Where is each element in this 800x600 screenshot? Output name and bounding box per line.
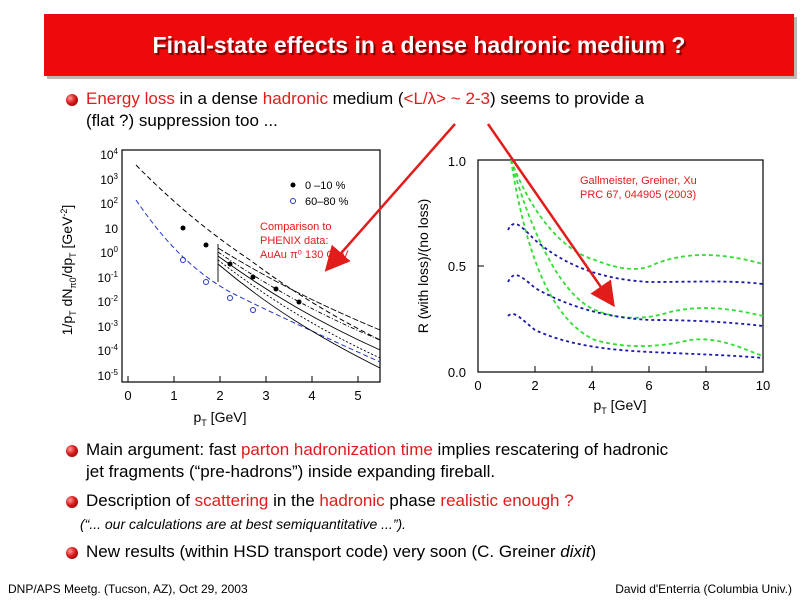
x-tick: 8	[702, 378, 709, 393]
citation-text: PRC 67, 044905 (2003)	[580, 189, 696, 201]
blue-curve-upper	[507, 223, 764, 285]
y-tick: 0.0	[448, 365, 466, 380]
x-tick: 5	[354, 388, 361, 403]
x-tick: 4	[308, 388, 315, 403]
footer-conference: DNP/APS Meetg. (Tucson, AZ), Oct 29, 200…	[8, 582, 248, 596]
x-tick: 0	[474, 378, 481, 393]
x-axis-label: pT [GeV]	[594, 397, 647, 416]
energy-loss-term: Energy loss	[86, 89, 175, 108]
bullet-icon	[66, 496, 78, 508]
arrow-to-ratio	[486, 123, 615, 308]
x-tick: 4	[588, 378, 595, 393]
comparison-note: PHENIX data:	[260, 235, 328, 247]
legend-entry: 60–80 %	[305, 196, 349, 208]
mean-free-path-ratio: <L/λ> ~ 2-3	[403, 89, 491, 108]
y-axis-label: 1/pT dNπ0/dpT [GeV-2]	[59, 205, 78, 336]
central-fit-curve	[135, 164, 381, 341]
legend-marker-central	[290, 182, 296, 188]
hadronic-term: hadronic	[262, 89, 328, 108]
x-tick: 2	[531, 378, 538, 393]
x-tick: 1	[170, 388, 177, 403]
y-tick: 1.0	[448, 154, 466, 169]
hadronization-term: parton hadronization time	[240, 440, 433, 459]
y-tick: 0.5	[448, 259, 466, 274]
footer-author: David d'Enterria (Columbia Univ.)	[615, 582, 792, 596]
arrow-to-spectra	[324, 123, 456, 272]
ratio-plot-frame	[477, 159, 764, 373]
y-axis-label: R (with loss)/(no loss)	[415, 199, 431, 334]
peripheral-fit-curve	[135, 199, 381, 363]
green-curve-lower	[510, 159, 764, 357]
x-tick: 10	[756, 378, 770, 393]
bullet-icon	[66, 445, 78, 457]
quote-text: (“... our calculations are at best semiq…	[80, 516, 407, 532]
blue-curve-middle	[507, 274, 764, 327]
bullet3-text: Description of scattering in the hadroni…	[86, 491, 574, 510]
bullet-icon	[66, 94, 78, 106]
title-banner: Final-state effects in a dense hadronic …	[44, 14, 794, 76]
bullet-icon	[66, 547, 78, 559]
bullet1-text: Energy loss in a dense hadronic medium (…	[86, 89, 645, 130]
bullet4-text: New results (within HSD transport code) …	[86, 542, 597, 561]
green-curve-upper	[510, 159, 764, 270]
suppression-ratio-plot: 0 2 4 6 8 10 1.0 0.5 0.0 pT [GeV] R (wit…	[415, 154, 770, 416]
legend-marker-peripheral	[290, 198, 296, 204]
x-tick: 6	[645, 378, 652, 393]
x-tick: 0	[124, 388, 131, 403]
bullet2-text: Main argument: fast parton hadronization…	[86, 440, 669, 481]
comparison-note: Comparison to	[260, 221, 332, 233]
svg-text:10: 10	[105, 222, 119, 236]
x-tick: 2	[216, 388, 223, 403]
x-axis-label: pT [GeV]	[194, 409, 247, 428]
slide-title: Final-state effects in a dense hadronic …	[152, 31, 686, 58]
citation-text: Gallmeister, Greiner, Xu	[580, 175, 697, 187]
x-tick: 3	[262, 388, 269, 403]
legend-entry: 0 –10 %	[305, 180, 346, 192]
